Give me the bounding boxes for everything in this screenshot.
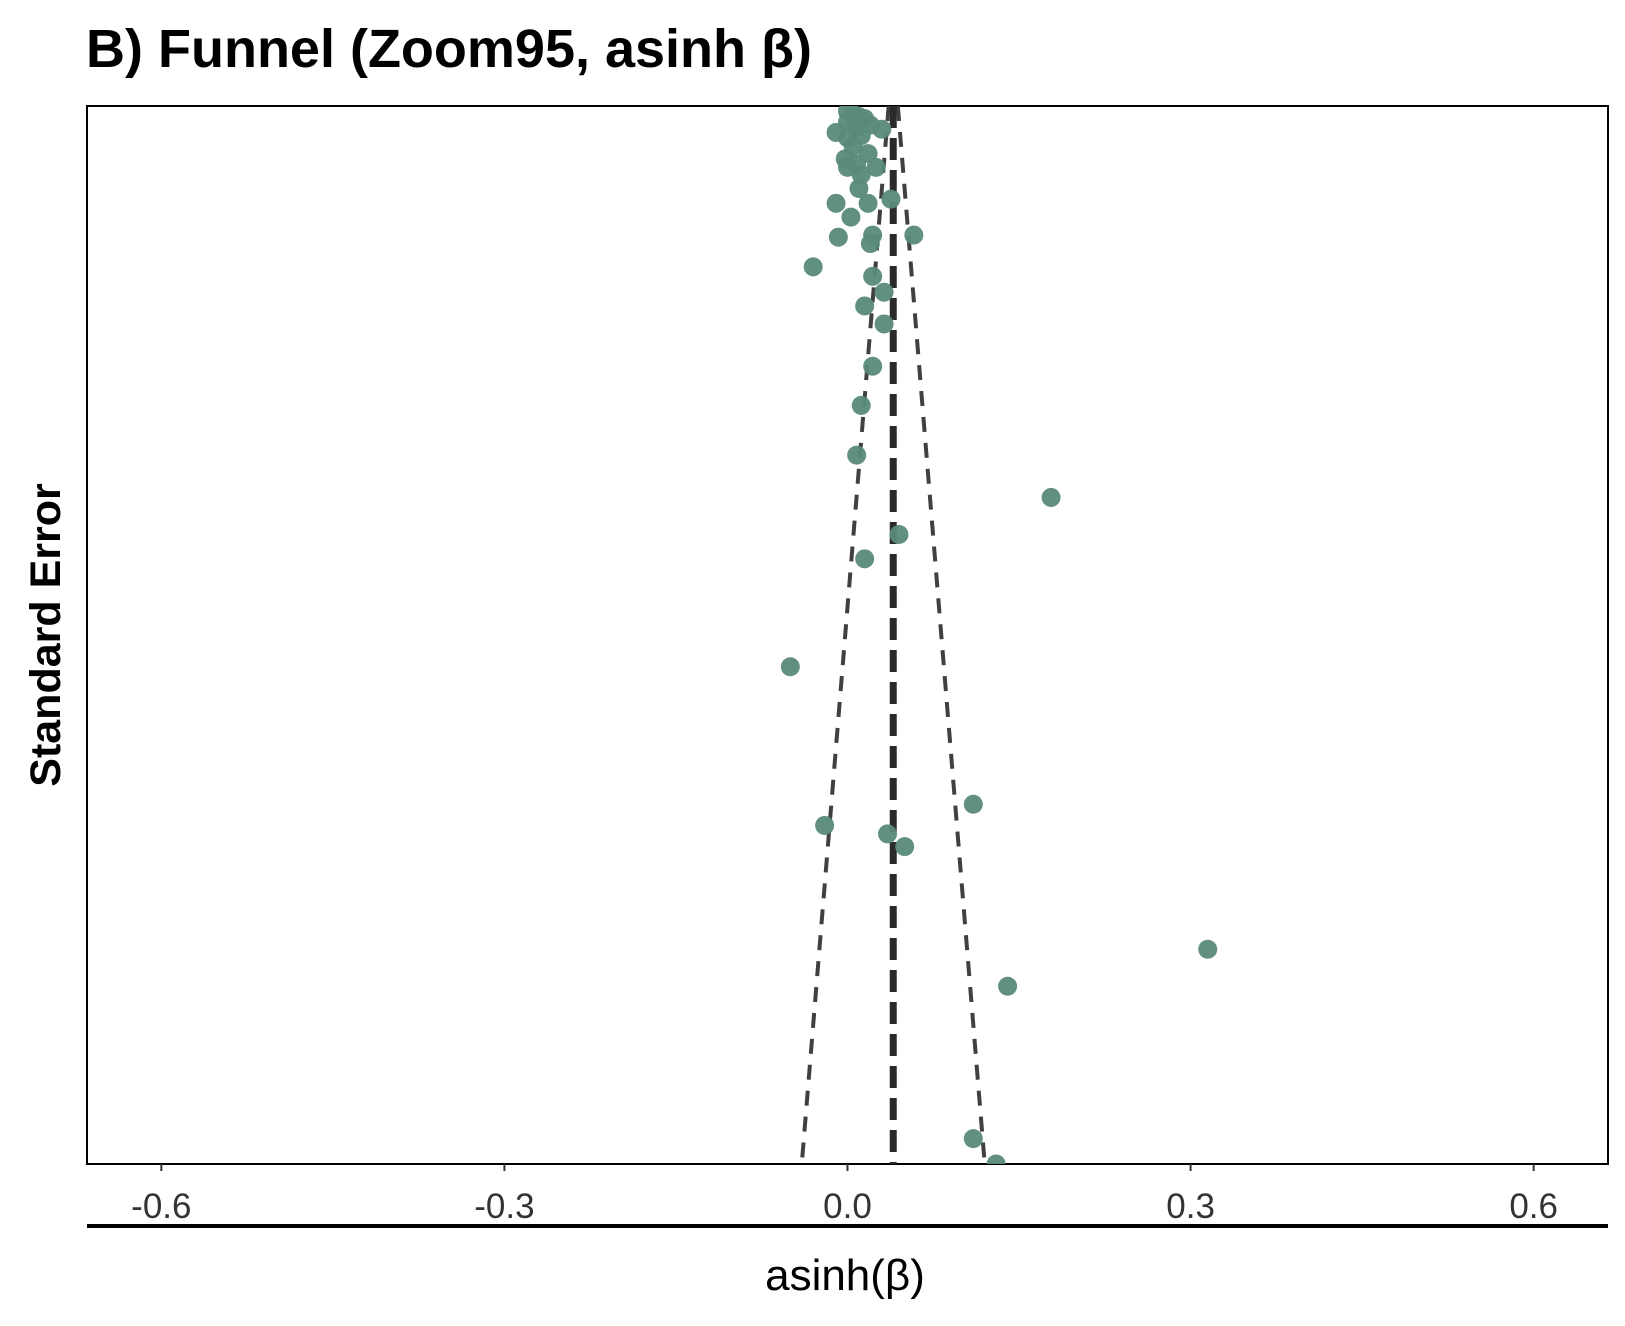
data-point [874, 282, 894, 302]
data-point [828, 227, 848, 247]
data-point [863, 266, 883, 286]
data-point [1041, 487, 1061, 507]
data-point [878, 824, 898, 844]
x-axis-title: asinh(β) [765, 1251, 925, 1300]
data-point [963, 1129, 983, 1149]
plot-panel [86, 105, 1609, 1165]
data-point [895, 837, 915, 857]
x-tick-label: 0.6 [1509, 1187, 1558, 1226]
x-tick-label: 0.0 [823, 1187, 872, 1226]
x-axis-ticks: -0.6 -0.3 0.0 0.3 0.6 [131, 1164, 1558, 1226]
data-point [986, 1154, 1006, 1164]
data-point [963, 794, 983, 814]
data-point [872, 119, 892, 139]
data-point [803, 257, 823, 277]
data-point [780, 657, 800, 677]
data-point [874, 314, 894, 334]
data-point [815, 815, 835, 835]
data-point [889, 524, 909, 544]
funnel-lines-layer [799, 106, 987, 1164]
x-tick-label: -0.6 [131, 1187, 191, 1226]
data-point [855, 296, 875, 316]
x-tick-label: -0.3 [474, 1187, 534, 1226]
data-point [863, 356, 883, 376]
data-point [858, 193, 878, 213]
data-point [904, 225, 924, 245]
data-point [826, 193, 846, 213]
data-point [849, 179, 869, 199]
x-tick-label: 0.3 [1166, 1187, 1215, 1226]
data-point [851, 395, 871, 415]
y-axis-title: Standard Error [22, 483, 70, 787]
points-layer [780, 106, 1218, 1164]
data-point [866, 157, 886, 177]
data-point [847, 445, 867, 465]
data-point [841, 207, 861, 227]
data-point [881, 189, 901, 209]
chart-title: B) Funnel (Zoom95, asinh β) [86, 19, 812, 79]
funnel-upper-line [895, 106, 987, 1164]
data-point [860, 234, 880, 254]
funnel-lower-line [799, 106, 891, 1164]
data-point [998, 976, 1018, 996]
data-point [855, 549, 875, 569]
data-point [1198, 939, 1218, 959]
